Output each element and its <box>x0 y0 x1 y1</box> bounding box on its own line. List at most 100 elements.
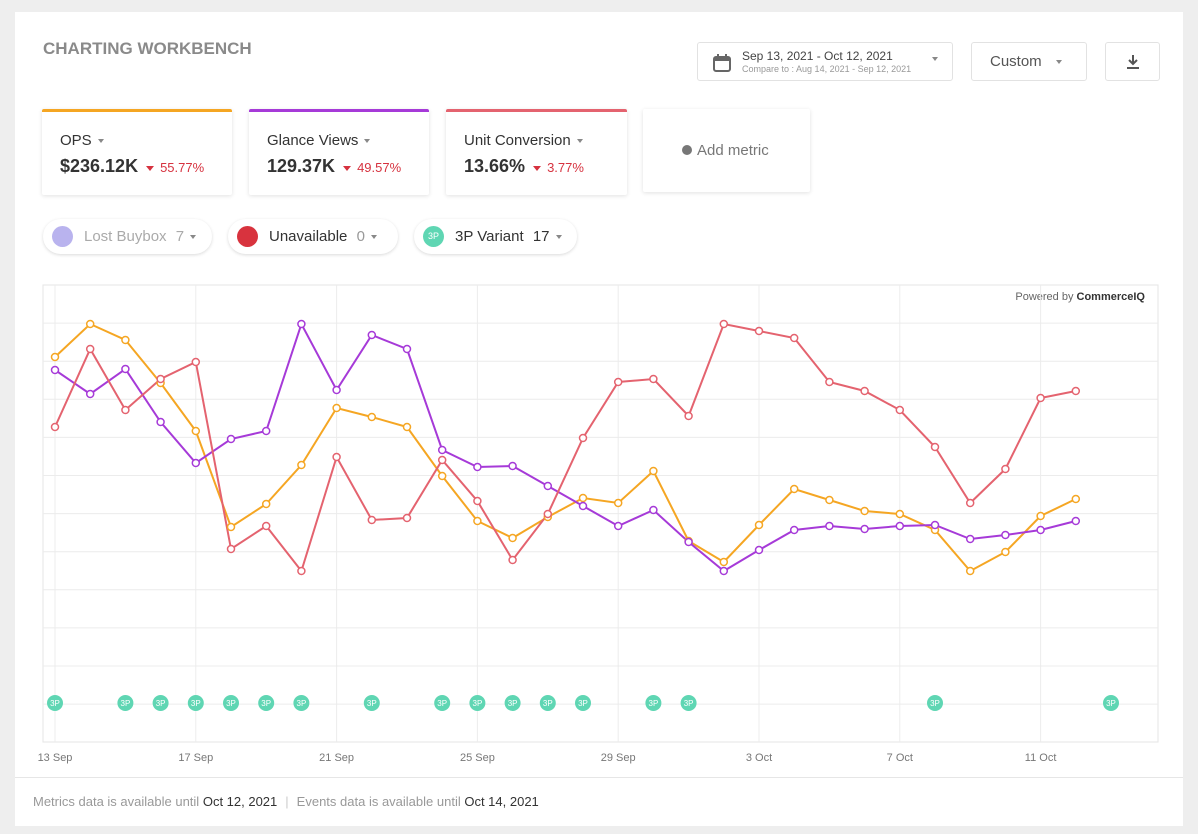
data-point <box>754 520 764 530</box>
footer: Metrics data is available until Oct 12, … <box>33 794 539 809</box>
metric-value: 13.66% 3.77% <box>464 156 584 177</box>
compare: Compare to : Aug 14, 2021 - Sep 12, 2021 <box>742 64 911 74</box>
download-button[interactable] <box>1105 42 1160 81</box>
data-point <box>367 515 377 525</box>
caret <box>576 139 583 144</box>
metric-label: Glance Views <box>267 132 359 149</box>
events-note: Events data is available until <box>296 794 461 809</box>
metric-change: 55.77% <box>146 160 204 175</box>
caret <box>364 139 371 144</box>
add-metric[interactable]: Add metric <box>643 109 810 192</box>
data-point <box>754 326 764 336</box>
data-point <box>860 524 869 534</box>
event-marker <box>469 695 486 711</box>
caret <box>190 235 197 240</box>
event-marker <box>223 695 239 711</box>
metric-number: 13.66% <box>464 156 526 176</box>
data-point <box>85 344 95 354</box>
metric-name: OPS <box>60 132 104 149</box>
filter-chip[interactable]: 3P 3P Variant 17 <box>414 219 577 254</box>
data-point <box>860 506 869 516</box>
data-point <box>191 426 201 436</box>
metric-card[interactable]: Glance Views 129.37K 49.57% <box>249 109 429 195</box>
metric-change-value: 3.77% <box>547 160 584 175</box>
variant-icon: 3P <box>423 226 444 247</box>
event-marker <box>258 695 275 711</box>
data-point <box>825 377 834 387</box>
event-marker <box>187 695 204 711</box>
caret <box>1055 60 1062 65</box>
data-point <box>437 445 447 455</box>
plus-icon <box>682 145 692 155</box>
event-label: 3P <box>684 699 694 708</box>
data-point <box>1036 511 1045 521</box>
data-point <box>367 330 377 340</box>
metric-card[interactable]: OPS $236.12K 55.77% <box>42 109 232 195</box>
filter-count: 17 <box>532 228 550 245</box>
data-point <box>437 455 447 465</box>
data-point <box>508 461 517 471</box>
filter-chip[interactable]: Lost Buybox 7 <box>43 219 212 254</box>
data-point <box>191 357 201 367</box>
preset: Custom <box>990 53 1042 70</box>
event-label: 3P <box>121 699 131 708</box>
data-point <box>297 460 306 470</box>
data-point <box>895 405 905 415</box>
events-date: Oct 14, 2021 <box>464 794 539 809</box>
metric-name: Unit Conversion <box>464 132 583 149</box>
compare-label: Compare to : <box>742 64 795 74</box>
event-label: 3P <box>50 699 60 708</box>
data-point <box>156 417 165 427</box>
event-marker <box>117 695 134 711</box>
event-label: 3P <box>367 699 377 708</box>
event-label: 3P <box>261 699 271 708</box>
data-point <box>719 566 729 576</box>
filter-count: 0 <box>356 228 365 245</box>
data-point <box>191 458 201 468</box>
metric-card[interactable]: Unit Conversion 13.66% 3.77% <box>446 109 627 195</box>
data-point <box>226 544 236 554</box>
data-point <box>1036 393 1045 403</box>
filter-name: 3P Variant <box>455 228 524 245</box>
event-marker <box>927 695 943 711</box>
preset-dropdown[interactable]: Custom <box>971 42 1087 81</box>
filter-name: Lost Buybox <box>84 228 167 245</box>
credit-brand: CommerceIQ <box>1077 291 1146 303</box>
data-point <box>50 422 60 432</box>
event-label: 3P <box>930 699 940 708</box>
date-range: Sep 13, 2021 - Oct 12, 2021 <box>742 49 893 63</box>
data-point <box>437 471 447 481</box>
event-label: 3P <box>297 699 307 708</box>
event-label: 3P <box>191 699 201 708</box>
data-point <box>578 433 588 443</box>
metrics-date: Oct 12, 2021 <box>202 794 278 809</box>
event-label: 3P <box>473 699 483 708</box>
block-icon <box>237 226 258 247</box>
x-tick-label: 25 Sep <box>460 752 495 764</box>
event-label: 3P <box>543 699 553 708</box>
data-point <box>930 442 940 452</box>
data-point <box>332 385 341 395</box>
event-label: 3P <box>156 699 166 708</box>
credit-prefix: Powered by <box>1015 291 1074 303</box>
data-point <box>825 521 834 531</box>
x-tick-label: 17 Sep <box>178 752 213 764</box>
series-line <box>54 322 1076 574</box>
data-point <box>930 520 940 530</box>
data-point <box>402 513 412 523</box>
filter-chip[interactable]: Unavailable 0 <box>228 219 398 254</box>
event-marker <box>47 695 63 711</box>
metric-value: $236.12K 55.77% <box>60 156 204 177</box>
date-picker[interactable]: Sep 13, 2021 - Oct 12, 2021 Compare to :… <box>697 42 953 81</box>
data-point <box>1071 494 1081 504</box>
metric-number: $236.12K <box>60 156 139 176</box>
data-point <box>684 411 693 421</box>
data-point <box>85 389 95 399</box>
event-marker <box>152 695 169 711</box>
data-point <box>649 374 658 384</box>
event-marker <box>1103 695 1119 711</box>
event-label: 3P <box>578 699 588 708</box>
event-label: 3P <box>649 699 659 708</box>
